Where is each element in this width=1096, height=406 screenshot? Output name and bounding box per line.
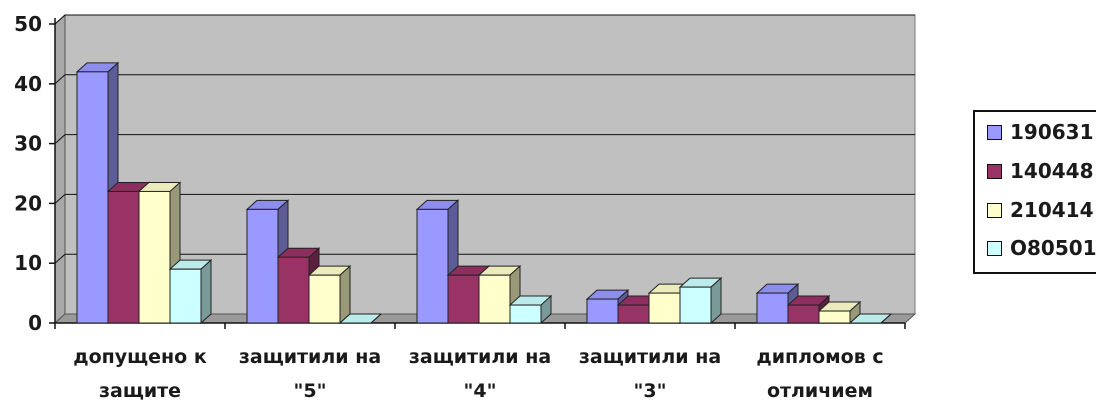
- x-category-label: дипломов с: [756, 346, 883, 368]
- y-tick-label: 40: [14, 72, 42, 96]
- y-tick-label: 10: [14, 251, 42, 275]
- x-category-label: защитили на: [409, 346, 551, 368]
- legend-label: 210414: [1010, 198, 1094, 222]
- x-category-label: "3": [633, 380, 666, 402]
- gridline: [54, 14, 915, 25]
- y-tick-label: 0: [28, 311, 42, 335]
- x-category-label: "5": [293, 380, 326, 402]
- gridline: [54, 74, 915, 85]
- bar-side: [370, 313, 382, 324]
- y-tick-label: 50: [14, 12, 42, 36]
- bar: [508, 294, 553, 325]
- bar-front: [416, 208, 449, 324]
- bar-front: [107, 190, 140, 324]
- y-tick-labels: 0 10 20 30 40 50: [14, 12, 42, 335]
- bar-front: [169, 268, 202, 324]
- x-category-label: допущено к: [73, 346, 207, 368]
- legend: 190631 140448 210414 О80501: [973, 110, 1096, 274]
- bar: [848, 313, 893, 324]
- bar: [307, 265, 352, 325]
- x-category-label: защитили на: [579, 346, 721, 368]
- bar-front: [277, 256, 310, 324]
- gridline: [54, 134, 915, 144]
- bar-front: [648, 292, 681, 324]
- bar-side: [200, 259, 212, 325]
- y-tick-label: 20: [14, 191, 42, 215]
- bars: [75, 61, 893, 325]
- bar-front: [679, 286, 712, 324]
- legend-label: 190631: [1010, 120, 1094, 144]
- legend-label: 140448: [1010, 159, 1094, 183]
- bar-front: [308, 274, 341, 324]
- bar: [678, 276, 723, 325]
- legend-swatch: [987, 240, 1002, 256]
- bar-side: [880, 313, 892, 324]
- y-tick-label: 30: [14, 132, 42, 156]
- bar: [338, 313, 383, 324]
- legend-item: 210414: [987, 196, 1094, 224]
- bar-front: [246, 208, 279, 324]
- x-category-label: защите: [99, 380, 181, 402]
- bar-front: [138, 190, 171, 324]
- bar-front: [509, 304, 542, 324]
- x-category-label: защитили на: [239, 346, 381, 368]
- legend-label: О80501: [1010, 236, 1096, 260]
- legend-swatch: [987, 202, 1002, 218]
- bar-front: [76, 71, 109, 324]
- bar-front: [617, 304, 650, 324]
- bar-front: [818, 310, 851, 324]
- legend-swatch: [987, 163, 1002, 179]
- bar: [817, 300, 862, 325]
- bar-side: [339, 265, 351, 325]
- bar-front: [447, 274, 480, 324]
- gridline: [54, 253, 915, 264]
- legend-item: 140448: [987, 157, 1094, 185]
- gridlines: [54, 14, 915, 264]
- gridline: [54, 193, 915, 204]
- legend-swatch: [987, 124, 1002, 140]
- legend-item: О80501: [987, 234, 1096, 262]
- bar-front: [478, 274, 511, 324]
- x-category-labels: допущено к защите защитили на "5" защитили н…: [73, 346, 883, 402]
- bar: [786, 294, 831, 325]
- x-category-label: "4": [463, 380, 496, 402]
- bar-front: [756, 292, 789, 324]
- bar: [168, 259, 213, 325]
- x-category-label: отличием: [767, 380, 873, 402]
- legend-item: 190631: [987, 118, 1094, 146]
- bar-front: [586, 298, 619, 324]
- plot-side-wall: [54, 13, 66, 325]
- bar: [75, 61, 120, 325]
- bar-front: [787, 304, 820, 324]
